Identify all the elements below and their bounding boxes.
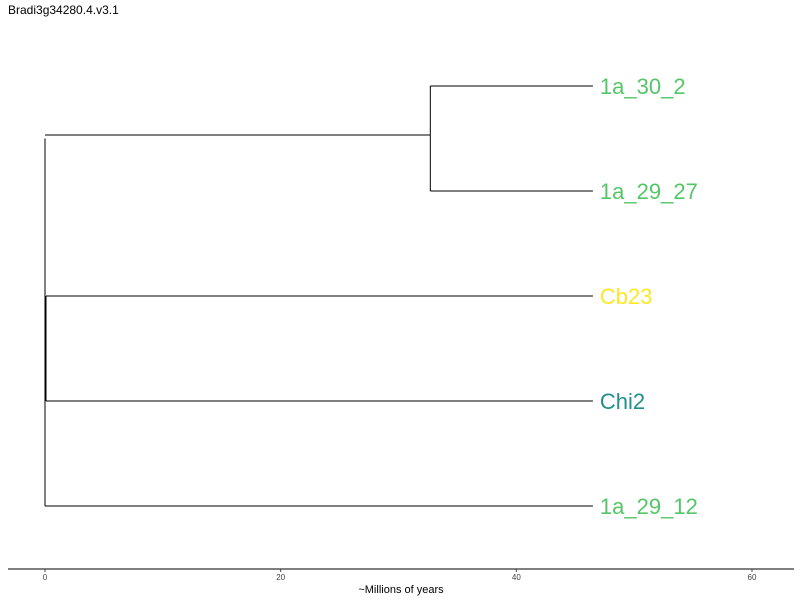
- tip-label: 1a_30_2: [600, 74, 686, 99]
- axis-tick-label: 20: [276, 573, 285, 582]
- tip-label: 1a_29_27: [600, 179, 698, 204]
- axis-ticks: 0 20 40 60: [43, 569, 757, 582]
- time-axis: 0 20 40 60 ~Millions of years: [8, 568, 794, 596]
- tip-labels: 1a_30_2 1a_29_27 Cb23 Chi2 1a_29_12: [600, 74, 698, 519]
- tip-label: Chi2: [600, 389, 645, 414]
- axis-tick-label: 60: [748, 573, 757, 582]
- tree-branches: [44, 85, 593, 507]
- tip-label: 1a_29_12: [600, 494, 698, 519]
- axis-tick-label: 40: [512, 573, 521, 582]
- page-title: Bradi3g34280.4.v3.1: [8, 3, 119, 17]
- axis-tick-label: 0: [43, 573, 48, 582]
- axis-title: ~Millions of years: [358, 584, 444, 596]
- tip-label: Cb23: [600, 284, 653, 309]
